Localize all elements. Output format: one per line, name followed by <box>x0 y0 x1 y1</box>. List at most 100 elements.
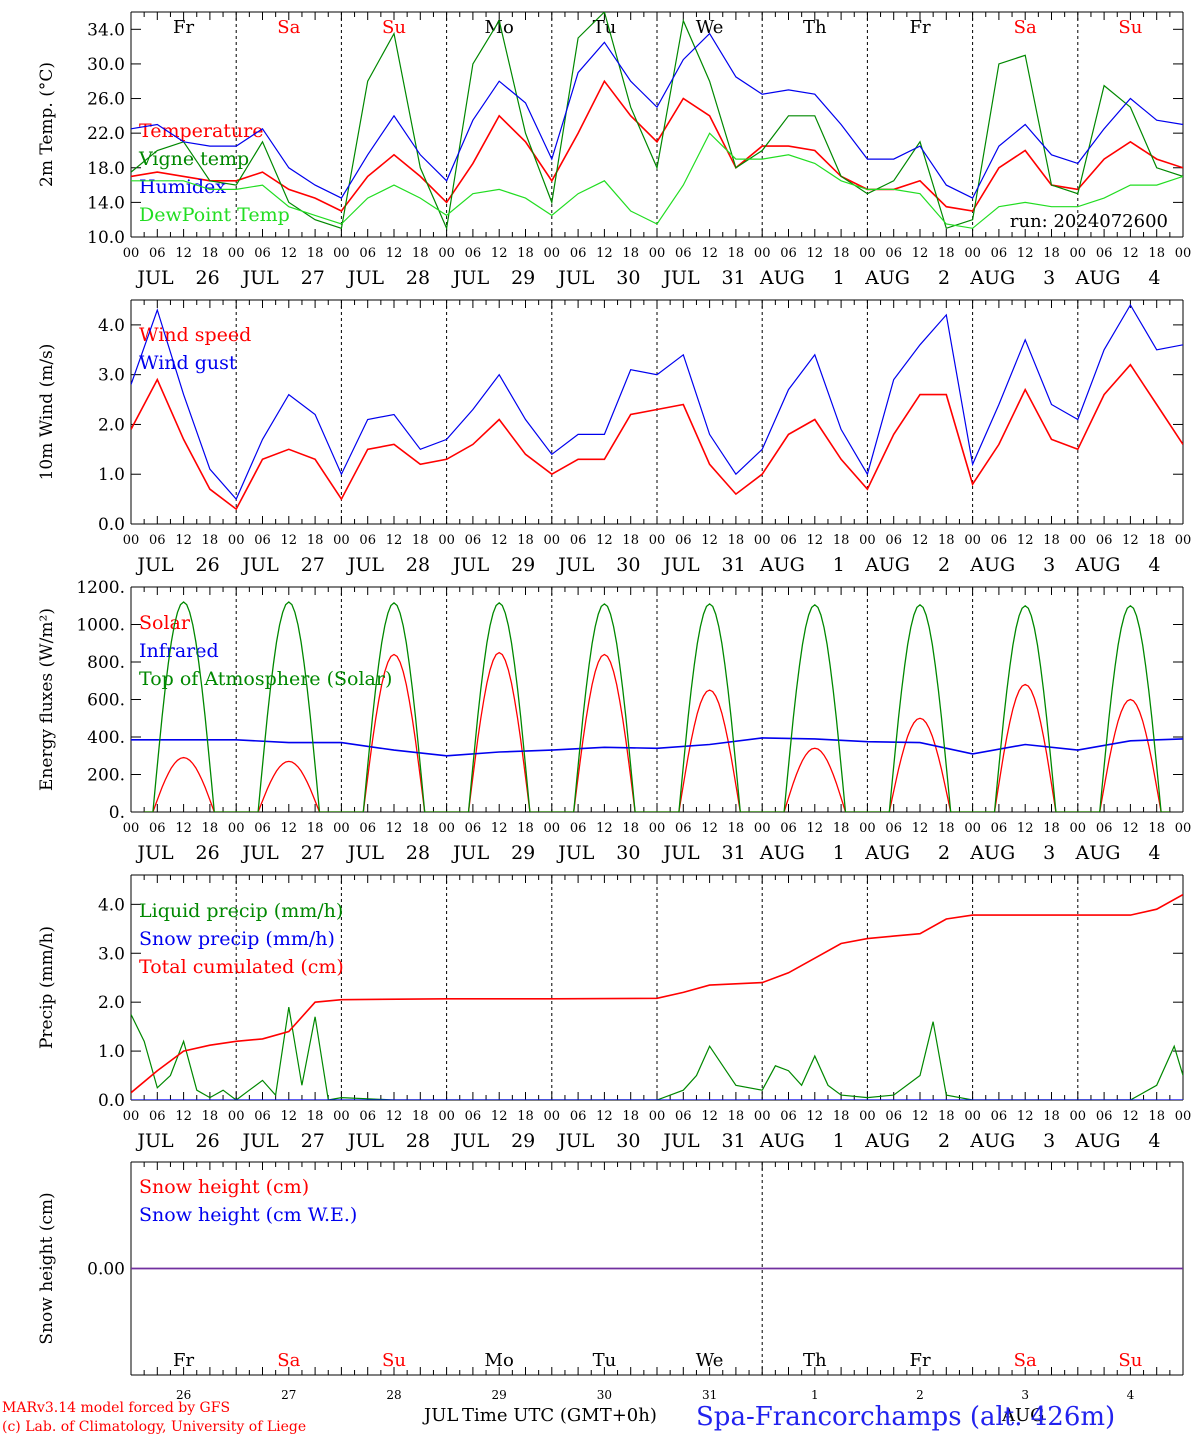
date-day-label: 3 <box>1043 554 1055 576</box>
day-number-label: 2 <box>916 1388 924 1402</box>
date-month-label: JUL <box>556 1130 595 1152</box>
x-tick-label: 12 <box>1017 1109 1034 1124</box>
y-axis-label: 2m Temp. (°C) <box>37 62 57 187</box>
x-tick-label: 00 <box>438 1109 455 1124</box>
legend-label: Infrared <box>139 640 219 662</box>
y-tick-label: 3.0 <box>98 944 125 964</box>
x-tick-label: 00 <box>1070 246 1087 261</box>
x-tick-label: 06 <box>254 246 271 261</box>
series-humidex <box>131 32 1183 199</box>
x-tick-label: 00 <box>859 246 876 261</box>
x-tick-label: 18 <box>1148 821 1165 836</box>
x-tick-label: 18 <box>1148 533 1165 548</box>
x-tick-label: 06 <box>359 533 376 548</box>
date-day-label: 26 <box>196 1130 220 1152</box>
date-day-label: 3 <box>1043 267 1055 289</box>
x-tick-label: 12 <box>912 246 929 261</box>
x-tick-label: 18 <box>1043 1109 1060 1124</box>
x-tick-label: 12 <box>912 1109 929 1124</box>
date-month-label: JUL <box>556 842 595 864</box>
day-number-label: 1 <box>811 1388 819 1402</box>
day-number-label: 31 <box>702 1388 717 1402</box>
x-tick-label: 18 <box>938 821 955 836</box>
weekday-label: Sa <box>277 1350 300 1371</box>
x-tick-label: 18 <box>307 533 324 548</box>
date-day-label: 4 <box>1148 554 1160 576</box>
y-tick-label: 0.00 <box>87 1260 125 1280</box>
x-tick-label: 12 <box>386 1109 403 1124</box>
x-tick-label: 12 <box>281 821 298 836</box>
y-tick-label: 2.0 <box>98 993 125 1013</box>
x-tick-label: 18 <box>307 1109 324 1124</box>
lab-credit: (c) Lab. of Climatology, University of L… <box>2 1419 307 1435</box>
x-tick-label: 18 <box>307 246 324 261</box>
x-tick-label: 00 <box>964 246 981 261</box>
x-tick-label: 00 <box>333 533 350 548</box>
date-day-label: 31 <box>722 842 746 864</box>
series-temperature <box>131 79 1183 213</box>
x-tick-label: 00 <box>333 1109 350 1124</box>
date-month-label: JUL <box>135 1130 174 1152</box>
month-label-right: AUG <box>1002 1405 1045 1426</box>
x-tick-label: 12 <box>281 1109 298 1124</box>
legend-label: Wind gust <box>139 352 237 374</box>
y-axis-label: Precip (mm/h) <box>37 926 57 1049</box>
x-tick-label: 06 <box>570 533 587 548</box>
x-tick-label: 00 <box>228 246 245 261</box>
x-tick-label: 18 <box>833 821 850 836</box>
date-day-label: 31 <box>722 267 746 289</box>
x-tick-label: 12 <box>491 533 508 548</box>
x-tick-label: 00 <box>228 1109 245 1124</box>
series-dewpoint-temp <box>131 132 1183 229</box>
station-name: Spa-Francorchamps (alt. 426m) <box>696 1402 1116 1432</box>
x-tick-label: 00 <box>859 533 876 548</box>
x-tick-label: 12 <box>491 821 508 836</box>
date-month-label: AUG <box>1074 267 1120 289</box>
x-tick-label: 06 <box>991 1109 1008 1124</box>
date-month-label: AUG <box>759 842 805 864</box>
date-month-label: JUL <box>346 842 385 864</box>
x-tick-label: 18 <box>307 821 324 836</box>
date-month-label: AUG <box>969 554 1015 576</box>
weekday-label: Fr <box>173 1350 194 1371</box>
x-tick-label: 06 <box>359 1109 376 1124</box>
x-tick-label: 06 <box>465 1109 482 1124</box>
y-tick-label: 1.0 <box>98 465 125 485</box>
x-tick-label: 12 <box>1122 246 1139 261</box>
y-tick-label: 0. <box>109 803 125 823</box>
x-tick-label: 12 <box>1017 533 1034 548</box>
run-label: run: 2024072600 <box>1010 211 1168 232</box>
x-tick-label: 12 <box>701 1109 718 1124</box>
x-tick-label: 06 <box>885 821 902 836</box>
date-day-label: 29 <box>511 554 535 576</box>
x-tick-label: 12 <box>386 821 403 836</box>
x-tick-label: 06 <box>570 1109 587 1124</box>
x-tick-label: 00 <box>754 821 771 836</box>
weekday-label: Tu <box>593 1350 617 1371</box>
y-tick-label: 34.0 <box>87 20 125 40</box>
x-tick-label: 06 <box>570 821 587 836</box>
legend-label: Snow height (cm W.E.) <box>139 1204 357 1226</box>
x-tick-label: 18 <box>1043 821 1060 836</box>
legend-label: Solar <box>139 612 191 634</box>
x-tick-label: 00 <box>649 246 666 261</box>
y-tick-label: 600. <box>87 691 125 711</box>
date-month-label: JUL <box>661 267 700 289</box>
date-month-label: JUL <box>661 554 700 576</box>
x-tick-label: 00 <box>438 246 455 261</box>
x-tick-label: 00 <box>754 1109 771 1124</box>
date-day-label: 28 <box>406 1130 430 1152</box>
date-month-label: AUG <box>759 554 805 576</box>
x-tick-label: 12 <box>281 246 298 261</box>
x-tick-label: 12 <box>1017 246 1034 261</box>
legend-label: Snow precip (mm/h) <box>139 928 335 950</box>
x-tick-label: 00 <box>544 821 561 836</box>
weekday-label: We <box>696 17 724 38</box>
date-month-label: JUL <box>241 842 280 864</box>
x-tick-label: 06 <box>359 246 376 261</box>
date-month-label: JUL <box>346 1130 385 1152</box>
legend-label: Top of Atmosphere (Solar) <box>139 668 392 690</box>
date-month-label: AUG <box>864 267 910 289</box>
date-month-label: JUL <box>661 1130 700 1152</box>
date-day-label: 28 <box>406 842 430 864</box>
